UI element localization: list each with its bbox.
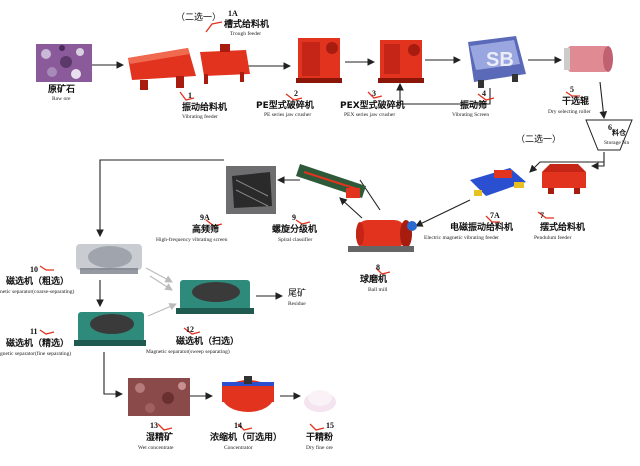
arrow-roller-to-bin [599, 81, 608, 120]
step-15-label-en: Dry fine ore [306, 445, 333, 451]
step-7a-label: 电磁振动给料机 [450, 223, 514, 233]
step-14-label-en: Concentrator [224, 445, 253, 451]
step-1-number: 1 [188, 91, 192, 100]
step-7-number: 7 [540, 211, 544, 220]
step-1a-label-en: Trough feeder [230, 31, 262, 37]
step-2-label-en: PE series jaw crusher [264, 112, 312, 118]
arrow-hfscreen-to-sep10 [96, 159, 224, 238]
step-7-label-en: Pendulum feeder [534, 235, 572, 241]
step-6-number: 6 [608, 123, 612, 132]
dry-selecting-roller-image [564, 46, 613, 72]
spiral-classifier-image [296, 164, 366, 198]
step-13-label: 湿精矿 [146, 433, 174, 443]
storage-bin-image [585, 119, 633, 151]
step-1a-label: 槽式给料机 [224, 20, 270, 30]
trough-feeder-image [200, 44, 250, 84]
step-14-label: 浓缩机（可选用） [210, 433, 283, 443]
step-11-label: 磁选机（精选） [6, 339, 70, 349]
step-3-number: 3 [372, 89, 376, 98]
step-9-number: 9 [292, 213, 296, 222]
step-15-label: 干精粉 [306, 433, 334, 443]
arrow-11-to-13 [103, 352, 124, 398]
step-11-label-en: gnetic separator(fine separating) [0, 351, 72, 357]
arrow-classifier-return [359, 179, 381, 211]
step-1-label: 振动给料机 [182, 103, 228, 113]
magnetic-separator-coarse-image [76, 244, 142, 274]
raw-ore-label: 原矿石 [48, 85, 76, 95]
step-1-label-en: Vibrating feeder [182, 114, 218, 120]
gray-flow-arrows [145, 267, 178, 317]
dry-fine-ore-image [304, 390, 336, 412]
magnetic-separator-sweep-image [176, 280, 254, 314]
arrow-screen-return [396, 82, 491, 105]
step-14-number: 14 [234, 421, 242, 430]
step-9a-label-en: High-frequency vibrating screen [156, 237, 228, 243]
pex-jaw-crusher-image [378, 40, 424, 83]
step-6-label: 料仓 [612, 129, 626, 137]
vibrating-screen-image: SB [468, 36, 526, 88]
high-frequency-screen-image [226, 166, 276, 214]
choice-label-top: （二选一） [176, 13, 222, 23]
step-3-label-en: PEX series jaw crusher [344, 112, 396, 118]
arrow-sep10-to-12b [149, 275, 173, 291]
step-15-number: 15 [326, 421, 334, 430]
wet-concentrate-image [128, 378, 190, 416]
step-9-label-en: Spiral classifier [278, 237, 313, 243]
step-8-number: 8 [376, 263, 380, 272]
step-10-number: 10 [30, 265, 38, 274]
step-7a-label-en: Electric magnetic vibrating feeder [424, 235, 499, 241]
step-4-label: 振动筛 [460, 101, 488, 111]
vibrating-feeder-image [128, 48, 196, 90]
residue-label: 尾矿 [288, 289, 307, 299]
pe-jaw-crusher-image [296, 38, 342, 83]
step-1a-number: 1A [228, 9, 238, 18]
step-2-label: PE型式破碎机 [256, 101, 314, 111]
raw-ore-label-en: Raw ore [52, 96, 71, 102]
step-3-label: PEX型式破碎机 [340, 101, 405, 111]
step-5-label-en: Dry selecting roller [548, 109, 591, 115]
arrow-ballmill-to-classifier [339, 197, 363, 219]
step-8-label: 球磨机 [360, 275, 388, 285]
step-9a-number: 9A [200, 213, 210, 222]
step-7a-number: 7A [490, 211, 500, 220]
arrow-bin-to-7a [529, 161, 604, 173]
step-7-label: 摆式给料机 [540, 223, 586, 233]
pendulum-feeder-image [542, 164, 586, 194]
step-4-label-en: Vibrating Screen [452, 112, 490, 118]
step-10-label: 磁选机（粗选） [6, 277, 70, 287]
step-10-label-en: netic separator(coarse-separating) [0, 289, 75, 295]
step-12-label: 磁选机（扫选） [176, 337, 240, 347]
arrow-bin-to-7 [590, 152, 605, 170]
step-9-label: 螺旋分级机 [272, 225, 318, 235]
svg-text:SB: SB [486, 49, 514, 71]
step-2-number: 2 [294, 89, 298, 98]
flow-arrows [92, 56, 608, 400]
step-6-label-en: Storage bin [604, 140, 630, 146]
step-13-label-en: Wet concentrate [138, 445, 174, 451]
step-12-label-en: Magnetic separator(sweep separating) [146, 349, 230, 355]
choice-label-right: （二选一） [516, 135, 562, 145]
electromagnetic-feeder-image [470, 168, 526, 196]
arrow-sep10-to-12 [145, 267, 173, 283]
step-5-label: 干选辊 [562, 97, 590, 107]
step-13-number: 13 [150, 421, 158, 430]
arrow-7a-to-ballmill [415, 199, 471, 227]
ball-mill-image [348, 220, 417, 252]
magnetic-separator-fine-image [74, 312, 146, 346]
step-5-number: 5 [570, 85, 574, 94]
step-8-label-en: Ball mill [368, 287, 388, 293]
number-ticks [39, 21, 580, 431]
arrow-sep11-to-12 [147, 303, 178, 317]
step-12-number: 12 [186, 325, 194, 334]
residue-label-en: Residue [288, 301, 306, 307]
step-9a-label: 高频筛 [192, 225, 220, 235]
concentrator-image [222, 376, 274, 412]
step-11-number: 11 [30, 327, 38, 336]
step-4-number: 4 [482, 89, 486, 98]
raw-ore-image [36, 44, 92, 82]
